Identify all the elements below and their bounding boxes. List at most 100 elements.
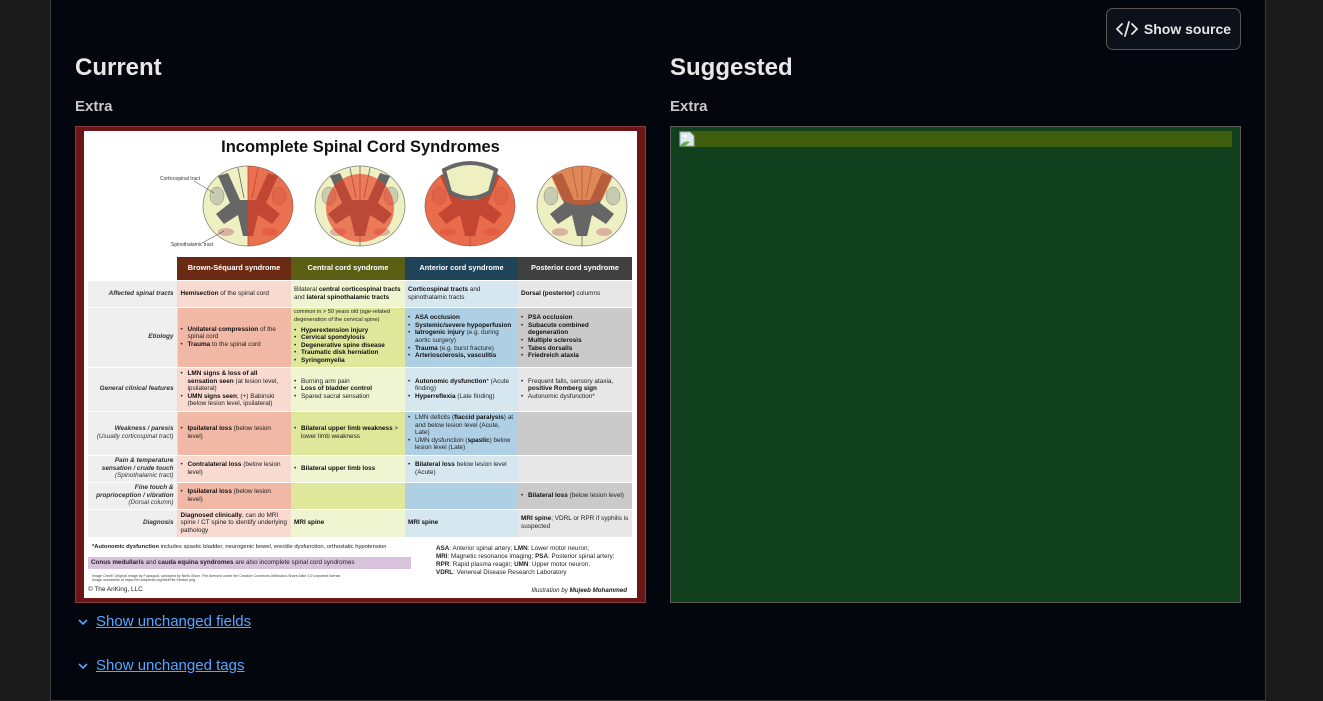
abbreviation-legend: ASA: Anterior spinal artery; LMN: Lower … [436,545,615,577]
bullet-item: Bilateral loss below lesion level (Acute… [408,461,515,476]
text-segment: MRI spine [408,519,439,527]
column-header: Central cord syndrome [291,257,405,281]
corticospinal-label: Corticospinal tract [160,176,201,182]
text-segment: > lower limb weakness [301,425,399,440]
text-segment: PSA [535,553,549,560]
bullet-item: Cervical spondylosis [294,334,402,342]
text-segment: Tabes dorsalis [528,344,573,352]
text-segment: central corticospinal tracts [318,285,401,293]
row-label: Weakness / paresis (Usually corticospinal… [88,411,178,456]
text-segment: Conus medullaris [91,559,144,566]
text-segment: Arteriosclerosis, vasculitis [415,352,497,360]
text-segment: Ipsilateral loss [187,487,232,495]
row-label-sub: (Dorsal column) [128,499,174,507]
bullet-item: Bilateral loss (below lesion level) [521,492,629,500]
spinal-cord-cross-section [314,165,406,247]
cell-bullets: LMN deficits (flaccid paralysis) at and … [408,414,515,452]
cell-text: MRI spine; VDRL or RPR if syphilis is su… [521,515,629,530]
bullet-item: LMN deficits (flaccid paralysis) at and … [408,414,515,437]
corticospinal-tract [605,186,621,206]
bullet-item: Ipsilateral loss (below lesion level) [181,425,289,440]
text-segment: : Venereal Disease Research Laboratory [453,569,567,576]
table-row: General clinical features LMN signs & los… [88,367,632,412]
text-segment: lateral spinothalamic tracts [306,293,390,301]
table-row: Pain & temperature sensation / crude tou… [88,455,632,483]
text-segment: Loss of bladder control [301,385,373,393]
table-row: Weakness / paresis (Usually corticospinal… [88,411,632,456]
text-segment: LMN [514,545,528,552]
table-cell: LMN signs & loss of all sensation seen (… [177,367,291,412]
cell-bullets: Bilateral upper limb loss [294,465,402,473]
table-cell: Hemisection of the spinal cord [177,280,291,308]
cell-text: common in > 50 years old (age-related de… [294,309,402,324]
text-segment: (below lesion level) [187,487,271,503]
text-segment: to the spinal cord [210,340,261,348]
table-cell: Diagnosed clinically, can do MRI spine /… [177,509,291,538]
table-row: Fine touch & proprioception / vibration(… [88,482,632,510]
bullet-item: Multiple sclerosis [521,337,629,345]
lesion-overlay [248,166,293,246]
table-cell: Corticospinal tracts and spinothalamic t… [405,280,518,308]
text-segment: ; (+) Babinski (below lesion level, ipsi… [187,392,275,408]
current-extra-field: Incomplete Spinal Cord Syndromes Cortico… [75,126,646,603]
cell-bullets: Burning arm painLoss of bladder controlS… [294,378,402,401]
text-segment: of the spinal cord [218,289,269,297]
header-spacer [88,257,177,281]
text-segment: : Posterior spinal artery; [548,553,615,560]
spinal-cord-cross-section [424,161,516,247]
chevron-down-icon [78,662,88,669]
cell-bullets: Hyperextension injuryCervical spondylosi… [294,327,402,365]
table-cell: MRI spine; VDRL or RPR if syphilis is su… [518,509,632,538]
text-segment: Dorsal (posterior) [521,289,575,297]
bullet-item: Iatrogenic injury (e.g. during aortic su… [408,329,515,344]
cell-text: Bilateral central corticospinal tracts a… [294,286,402,301]
spinal-cord-cross-section [202,165,294,247]
text-segment: : Rapid plasma reagin; [449,561,515,568]
text-segment: (e.g. during aortic surgery) [415,329,499,344]
spinothalamic-tract [218,228,234,236]
text-segment: Diagnosed clinically [180,511,242,519]
table-cell [518,455,632,483]
bullet-item: Autonomic dysfunction* (Acute finding) [408,378,515,393]
legend-line: RPR: Rapid plasma reagin; UMN: Upper mot… [436,561,615,569]
text-segment: of the spinal cord [187,325,276,341]
text-segment: Hyperreflexia [415,392,456,400]
legend-line: VDRL: Venereal Disease Research Laborato… [436,569,615,577]
spinal-cord-diagrams: Corticospinal tract Spinothalamic tract [160,161,628,248]
table-row: Affected spinal tracts Hemisection of the… [88,280,632,308]
bullet-item: Frequent falls, sensory ataxia, positive… [521,378,629,393]
show-unchanged-fields-link[interactable]: Show unchanged fields [76,613,251,630]
table-cell [291,482,405,510]
row-label: Affected spinal tracts [88,280,178,308]
copyright: © The AnKing, LLC [88,586,143,593]
text-segment: , can do MRI spine / CT spine to identif… [180,511,287,534]
broken-image-icon [679,131,695,147]
text-segment: UMN signs seen [187,392,237,400]
text-segment: (below lesion level) [187,460,281,476]
text-segment: Bilateral upper limb loss [301,464,376,472]
image-credit-url: Image accessible at https://en.wikipedia… [92,578,196,583]
show-source-button[interactable]: Show source [1106,8,1241,50]
text-segment: Traumatic disk herniation [301,349,379,357]
table-cell: ASA occlusionSystemic/severe hypoperfusi… [405,307,518,368]
cell-text: Dorsal (posterior) columns [521,290,629,298]
bullet-item: UMN dysfunction (spastic) below lesion l… [408,437,515,452]
text-segment: *Autonomic dysfunction [92,544,159,550]
show-unchanged-tags-link[interactable]: Show unchanged tags [76,657,244,674]
table-cell: Burning arm painLoss of bladder controlS… [291,367,405,412]
table-cell: LMN deficits (flaccid paralysis) at and … [405,411,518,456]
bullet-item: LMN signs & loss of all sensation seen (… [181,370,289,393]
footnote: *Autonomic dysfunction includes spastic … [92,544,387,550]
text-segment: Trauma [415,344,438,352]
show-source-label: Show source [1143,21,1232,37]
corticospinal-tract [209,186,225,206]
text-segment: columns [574,289,601,297]
table-cell [518,411,632,456]
text-segment: and [294,293,307,301]
row-label: Fine touch & proprioception / vibration(… [88,482,178,510]
text-segment: and [143,559,158,566]
legend-line: MRI: Magnetic resonance imaging; PSA: Po… [436,553,615,561]
table-cell: Ipsilateral loss (below lesion level) [177,482,291,510]
text-segment: * (Acute finding) [415,377,510,393]
text-segment: MRI [436,553,448,560]
